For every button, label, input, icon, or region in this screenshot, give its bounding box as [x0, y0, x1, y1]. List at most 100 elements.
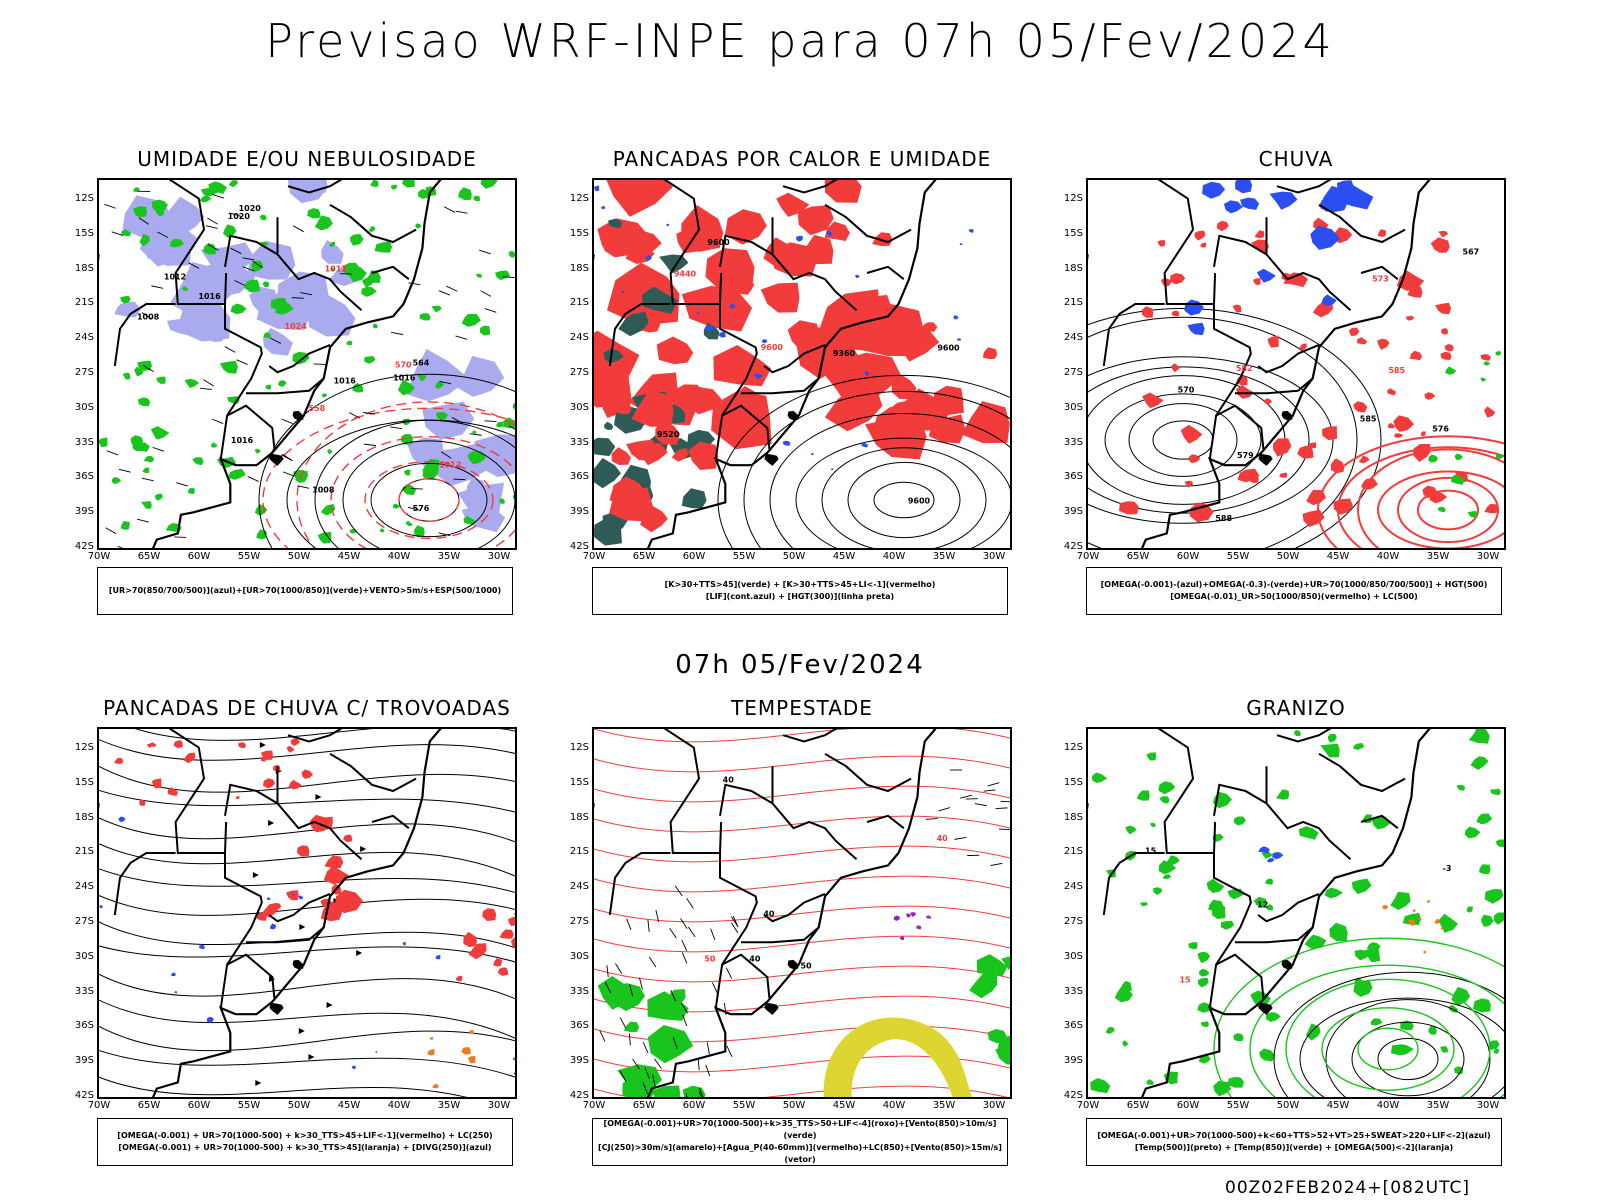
humidity-1000-contour-39 [329, 241, 336, 248]
temp850-contour-3 [1265, 1012, 1281, 1022]
hgt300-line-6 [717, 374, 1010, 548]
storm-orange-5 [432, 1084, 439, 1089]
heat-shower-ocean-7 [961, 401, 1010, 444]
heat-shower-area-21 [847, 398, 875, 421]
lat-tick-label: 39S [74, 1055, 94, 1067]
contour-label: 1020 [239, 204, 262, 213]
lat-tick-label: 42S [569, 541, 589, 552]
wind-vector-32 [207, 244, 219, 251]
hgt500-contour-7 [1088, 308, 1382, 548]
wind-vector-1 [642, 1082, 648, 1094]
divergence-blue-0 [99, 904, 103, 909]
humidity-1000-contour-77 [192, 457, 204, 466]
temp850-contour-6 [1488, 1040, 1500, 1050]
legend-line: [UR>70(850/700/500)](azul)+[UR>70(1000/8… [108, 586, 502, 595]
streamline-6 [99, 868, 515, 894]
wind-vector-50 [313, 363, 326, 365]
contour-label: 564 [413, 358, 430, 367]
wind-vector-56 [138, 217, 150, 225]
wind-vector-43 [111, 231, 124, 236]
wind-vector-32 [669, 927, 677, 939]
state-border-0 [1208, 404, 1265, 460]
wind-vector-44 [732, 915, 739, 928]
rain-area-5 [1169, 273, 1186, 285]
wind-vector-59 [143, 365, 154, 373]
rain-area-20 [1184, 480, 1194, 488]
wind-vector-51 [438, 532, 451, 537]
streamline-11 [99, 999, 515, 1039]
humidity-1000-contour-74 [480, 180, 498, 189]
state-border-10 [287, 729, 343, 743]
wind-vector-26 [619, 1017, 627, 1029]
lat-tick-label: 12S [1063, 742, 1083, 753]
heat-shower-ocean-12 [886, 327, 940, 362]
panel-title-5: TEMPESTADE [731, 696, 873, 720]
wind-vector-34 [698, 1091, 703, 1097]
wind850-area-5 [647, 991, 689, 1021]
rain-area-68 [1413, 444, 1431, 462]
wind-vector-40 [639, 977, 643, 990]
temp850-contour-86 [1150, 822, 1156, 828]
rain-area-66 [1157, 240, 1166, 247]
rain-area-41 [1249, 474, 1259, 483]
contour-label: 50 [704, 955, 716, 964]
lat-tick-label: 27S [1063, 367, 1083, 378]
wind-vector-4 [681, 939, 688, 952]
wind-vector-9 [615, 963, 623, 974]
lon-tick-label: 30W [487, 551, 511, 562]
lat-tick-label: 39S [1063, 1055, 1083, 1067]
lc500-jet-0 [1417, 489, 1479, 531]
humidity-1000-contour-49 [134, 366, 144, 377]
temp850-contour-29 [1159, 796, 1170, 804]
contour-label: 12 [1257, 900, 1268, 909]
state-border-2 [663, 729, 720, 854]
lon-tick-label: 35W [1426, 1100, 1450, 1111]
temp850-contour-67 [1456, 784, 1466, 791]
map-svg-1: 1016 1012 1024 1020 1016 1012 1008 1016 1012 1016… [99, 180, 515, 548]
rain-area-11 [1393, 415, 1415, 432]
humidity-1000-contour-92 [188, 488, 195, 494]
streamline-8 [99, 921, 515, 949]
rain-area-69 [1236, 375, 1248, 386]
storm-purple-0 [909, 912, 917, 917]
temp850-contour-40 [1493, 912, 1504, 925]
humidity-1000-contour-105 [467, 451, 487, 465]
lif-contour-0 [696, 311, 700, 314]
legend-box-6: [OMEGA(-0.001)+UR>70(1000-500)+k<60+TTS>… [1086, 1118, 1502, 1166]
lagoa-dos-patos [1281, 410, 1293, 421]
wind-vector-48 [410, 487, 423, 490]
omega500-orange-1 [1417, 917, 1422, 920]
wind-vector-10 [117, 545, 123, 548]
lat-tick-label: 27S [74, 916, 94, 927]
hgt500-contour-5 [1088, 356, 1334, 524]
rain-area-27 [1313, 217, 1329, 231]
lat-tick-label: 27S [569, 367, 589, 378]
humidity-1000-contour-111 [120, 521, 130, 530]
rain-area-53 [1273, 438, 1292, 457]
wind-vector-25 [408, 282, 421, 286]
state-border-3 [608, 852, 671, 916]
wind-vector-6 [995, 807, 1008, 810]
run-timestamp: 00Z02FEB2024+[082UTC] [1225, 1178, 1471, 1198]
state-border-9 [1360, 814, 1399, 829]
humidity-1000-contour-96 [405, 520, 413, 527]
lat-tick-label: 21S [74, 297, 94, 309]
lat-tick-label: 12S [1063, 193, 1083, 204]
state-border-2 [1157, 729, 1214, 854]
lon-tick-label: 70W [582, 1100, 606, 1111]
contour-label: 579 [1237, 451, 1254, 460]
humidity-1000-contour-61 [473, 195, 480, 202]
heat-shower-area-28 [705, 248, 755, 293]
wind-vector-13 [710, 928, 716, 940]
state-border-7 [224, 783, 279, 816]
state-border-4 [763, 343, 826, 374]
rain-area-28 [1409, 350, 1423, 361]
heat-shower-south-8 [668, 384, 707, 407]
wind-vector-41 [686, 898, 694, 909]
lat-tick-label: 42S [569, 1090, 589, 1101]
contour-label: 582 [1236, 364, 1253, 373]
wind-vector-37 [705, 1064, 711, 1077]
lon-tick-label: 55W [732, 1100, 756, 1111]
humidity-700-patch-18 [146, 227, 192, 266]
lat-tick-label: 15S [569, 227, 589, 239]
